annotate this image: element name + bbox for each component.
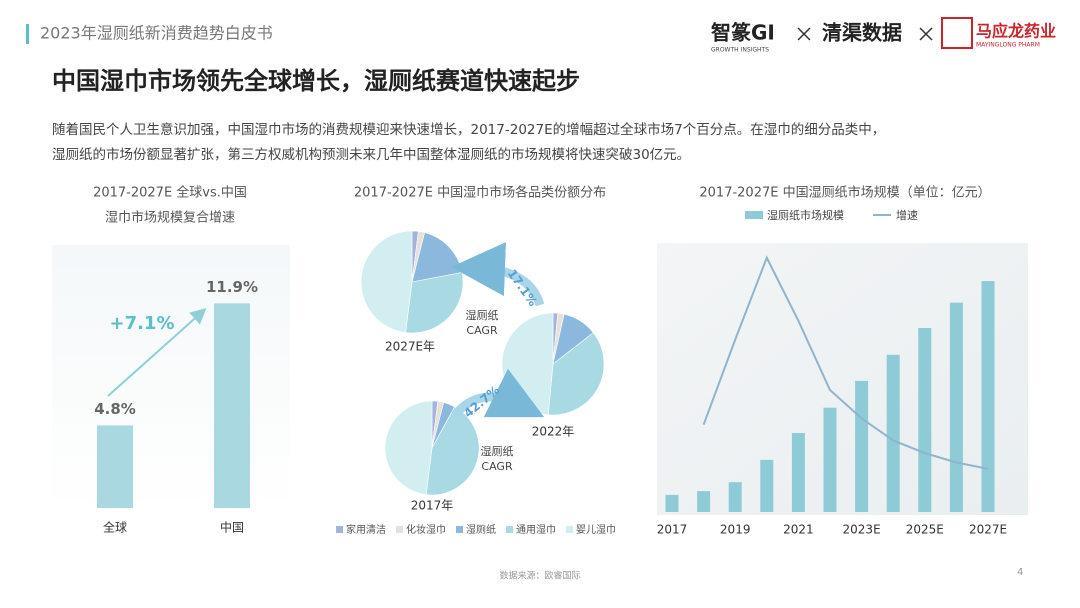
logo-text: 马应龙药业 bbox=[976, 22, 1056, 41]
pie-slice bbox=[425, 406, 480, 496]
legend-label: 化妆湿巾 bbox=[406, 523, 446, 536]
logo-text: 智篆GI bbox=[711, 21, 775, 45]
body-text: 随着国民个人卫生意识加强，中国湿巾市场的消费规模迎来快速增长，2017-2027… bbox=[52, 121, 885, 138]
x-tick-label: 2017 bbox=[657, 523, 688, 537]
bar bbox=[665, 494, 679, 512]
legend-label: 家用清洁 bbox=[346, 523, 386, 536]
growth-arrow bbox=[451, 368, 545, 419]
annotation: +7.1% bbox=[109, 313, 174, 334]
chart-title: 2017-2027E 中国湿巾市场各品类份额分布 bbox=[354, 185, 606, 201]
pie-label: 2017年 bbox=[411, 499, 454, 513]
chart-title: 2017-2027E 全球vs.中国 bbox=[93, 185, 247, 201]
bar bbox=[697, 491, 711, 512]
x-tick-label: 中国 bbox=[220, 520, 244, 535]
pie-slice bbox=[384, 400, 433, 495]
bar bbox=[97, 425, 133, 508]
cagr-label: CAGR bbox=[466, 324, 498, 337]
legend-label: 增速 bbox=[896, 208, 918, 222]
line bbox=[702, 255, 989, 470]
x-tick-label: 2021 bbox=[783, 523, 814, 537]
data-label: 11.9% bbox=[206, 278, 258, 296]
pie-slice bbox=[547, 332, 605, 416]
bar bbox=[855, 380, 869, 512]
x-tick-label: 全球 bbox=[103, 520, 127, 535]
bar bbox=[918, 327, 932, 512]
growth-arrow bbox=[451, 242, 545, 307]
chart-title: 湿巾市场规模复合增速 bbox=[105, 210, 235, 226]
legend-swatch bbox=[336, 526, 343, 533]
x-tick-label: 2023E bbox=[843, 523, 881, 537]
pie-slice bbox=[405, 272, 464, 334]
slide-title: 中国湿巾市场领先全球增长，湿厕纸赛道快速起步 bbox=[52, 67, 580, 95]
logo-subtext: GROWTH INSIGHTS bbox=[711, 47, 769, 54]
logo-text: 清渠数据 bbox=[822, 21, 902, 45]
trend-arrow bbox=[107, 308, 207, 397]
x-tick-label: 2027E bbox=[969, 523, 1007, 537]
x-tick-label: 2025E bbox=[906, 523, 944, 537]
cagr-label: CAGR bbox=[481, 460, 513, 473]
pie-label: 2022年 bbox=[532, 425, 575, 439]
x-tick-label: 2019 bbox=[720, 523, 751, 537]
logo-subtext: MAYINGLONG PHARM bbox=[976, 42, 1040, 49]
cagr-label: 湿厕纸 bbox=[481, 445, 514, 458]
legend-label: 湿厕纸市场规模 bbox=[767, 208, 844, 222]
pie-slice bbox=[360, 230, 413, 333]
source-note: 数据来源：欧睿国际 bbox=[499, 570, 580, 582]
legend-label: 婴儿湿巾 bbox=[576, 523, 616, 536]
data-label: 4.8% bbox=[94, 400, 136, 418]
bar bbox=[886, 354, 900, 512]
legend-swatch bbox=[396, 526, 403, 533]
header-title: 2023年湿厕纸新消费趋势白皮书 bbox=[40, 24, 273, 43]
logo-separator bbox=[797, 27, 811, 41]
chart-panel bbox=[657, 243, 1028, 515]
bar bbox=[823, 407, 837, 512]
body-text: 湿厕纸的市场份额显著扩张，第三方权威机构预测未来几年中国整体湿厕纸的市场规模将快… bbox=[52, 146, 690, 163]
cagr-label: 湿厕纸 bbox=[466, 309, 499, 322]
pie-label: 2027E年 bbox=[385, 340, 435, 354]
bar bbox=[760, 459, 774, 512]
legend-swatch bbox=[506, 526, 513, 533]
header-bar bbox=[26, 24, 29, 44]
legend-label: 湿厕纸 bbox=[466, 523, 496, 536]
bar bbox=[949, 302, 963, 512]
logo-icon bbox=[941, 17, 973, 49]
legend-swatch bbox=[745, 211, 763, 219]
legend-swatch bbox=[566, 526, 573, 533]
legend-label: 通用湿巾 bbox=[516, 523, 556, 536]
bar bbox=[214, 303, 250, 508]
bar bbox=[791, 433, 805, 512]
bar bbox=[728, 482, 742, 512]
chart-title: 2017-2027E 中国湿厕纸市场规模（单位：亿元） bbox=[699, 185, 990, 201]
logo-separator bbox=[919, 27, 933, 41]
bar bbox=[981, 281, 995, 512]
legend-swatch bbox=[456, 526, 463, 533]
chart-panel bbox=[52, 245, 290, 513]
page-number: 4 bbox=[1017, 567, 1023, 578]
